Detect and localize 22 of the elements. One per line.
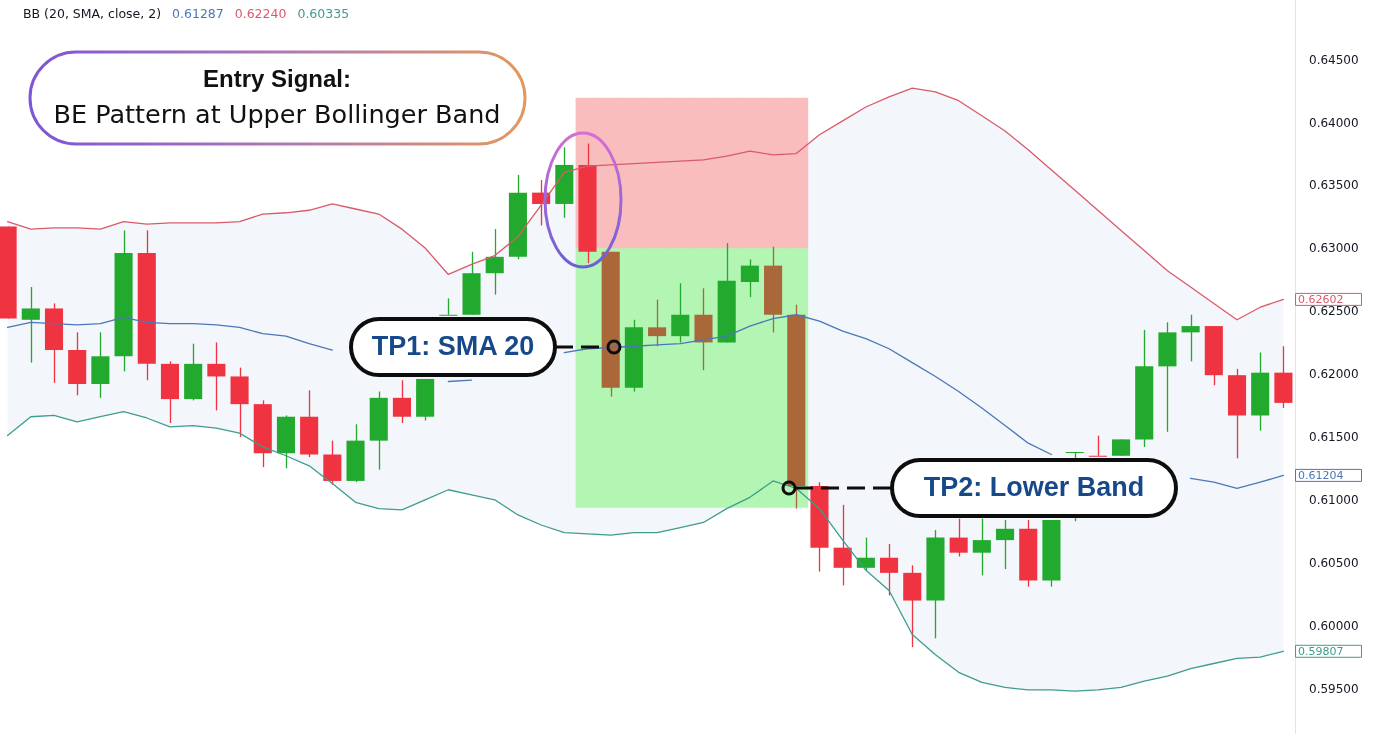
annotation: TP1: SMA 20 <box>371 331 535 362</box>
annotation: 0.62240 <box>234 6 287 22</box>
y-tick-label: 0.62000 <box>1309 367 1359 382</box>
annotation: 0.61287 <box>172 6 224 22</box>
y-tick-label: 0.62500 <box>1309 304 1359 319</box>
y-tick-label: 0.63500 <box>1309 178 1359 193</box>
annotation: TP2: Lower Band <box>923 472 1145 503</box>
y-tick-label: 0.59500 <box>1309 682 1359 697</box>
annotation: Entry Signal: <box>202 64 352 92</box>
annotation: 0.60335 <box>297 6 350 22</box>
data-label: 0.61204 <box>1298 468 1344 482</box>
data-label: 0.62602 <box>1298 292 1344 306</box>
y-tick-label: 0.60500 <box>1309 556 1359 571</box>
annotation: BB (20, SMA, close, 2) <box>23 6 162 22</box>
y-tick-label: 0.64000 <box>1309 115 1359 130</box>
y-tick-label: 0.63000 <box>1309 241 1359 256</box>
annotation: BE Pattern at Upper Bollinger Band <box>53 98 501 129</box>
y-tick-label: 0.61500 <box>1309 430 1359 445</box>
y-tick-label: 0.64500 <box>1309 52 1359 67</box>
data-label: 0.59807 <box>1298 644 1344 658</box>
y-tick-label: 0.61000 <box>1309 493 1359 508</box>
y-tick-label: 0.60000 <box>1309 619 1359 634</box>
